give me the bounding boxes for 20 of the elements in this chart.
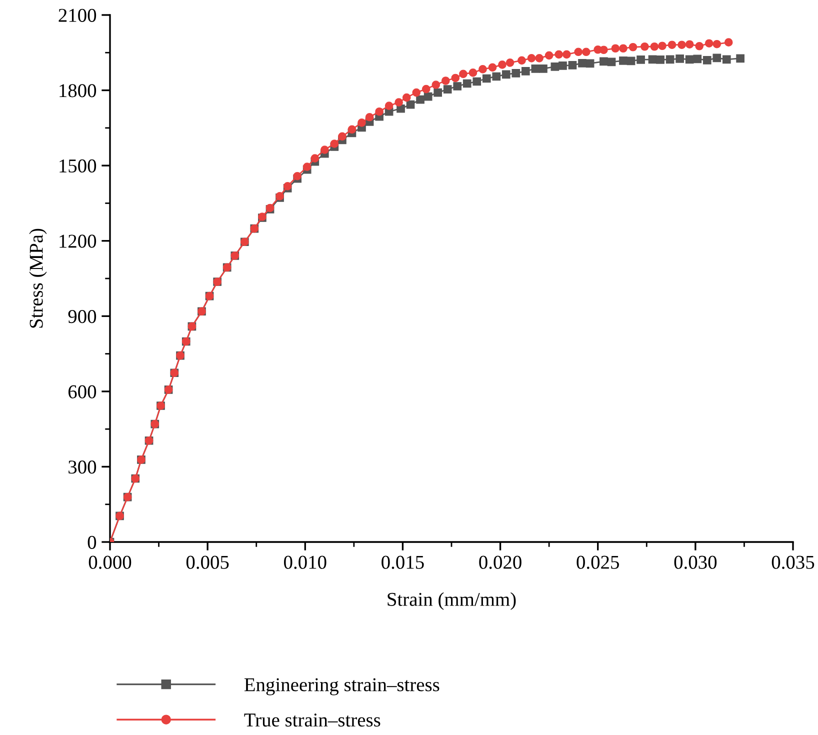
x-tick-label: 0.035 <box>772 556 814 569</box>
x-tick-label: 0.005 <box>186 556 229 569</box>
y-tick-label: 900 <box>68 310 96 324</box>
y-tick-label: 300 <box>68 460 96 474</box>
x-tick-label: 0.000 <box>88 556 132 569</box>
x-tick-label: 0.010 <box>284 556 326 569</box>
y-tick-label: 1200 <box>60 234 96 248</box>
x-tick-label: 0.030 <box>674 556 717 569</box>
x-axis-title: Strain (mm/mm) <box>388 592 516 610</box>
x-tick-label: 0.020 <box>479 556 522 569</box>
y-tick-label: 1500 <box>60 159 96 173</box>
x-tick-label: 0.015 <box>382 556 424 569</box>
y-tick-label: 0 <box>88 536 96 549</box>
legend-label: True strain–stress <box>244 714 380 727</box>
legend-label: Engineering strain–stress <box>244 678 440 696</box>
y-tick-label: 1800 <box>60 84 96 98</box>
y-tick-label: 2100 <box>58 8 96 22</box>
y-tick-label: 600 <box>68 385 96 398</box>
x-tick-label: 0.025 <box>576 556 619 569</box>
y-axis-title: Stress (MPa) <box>29 228 47 328</box>
